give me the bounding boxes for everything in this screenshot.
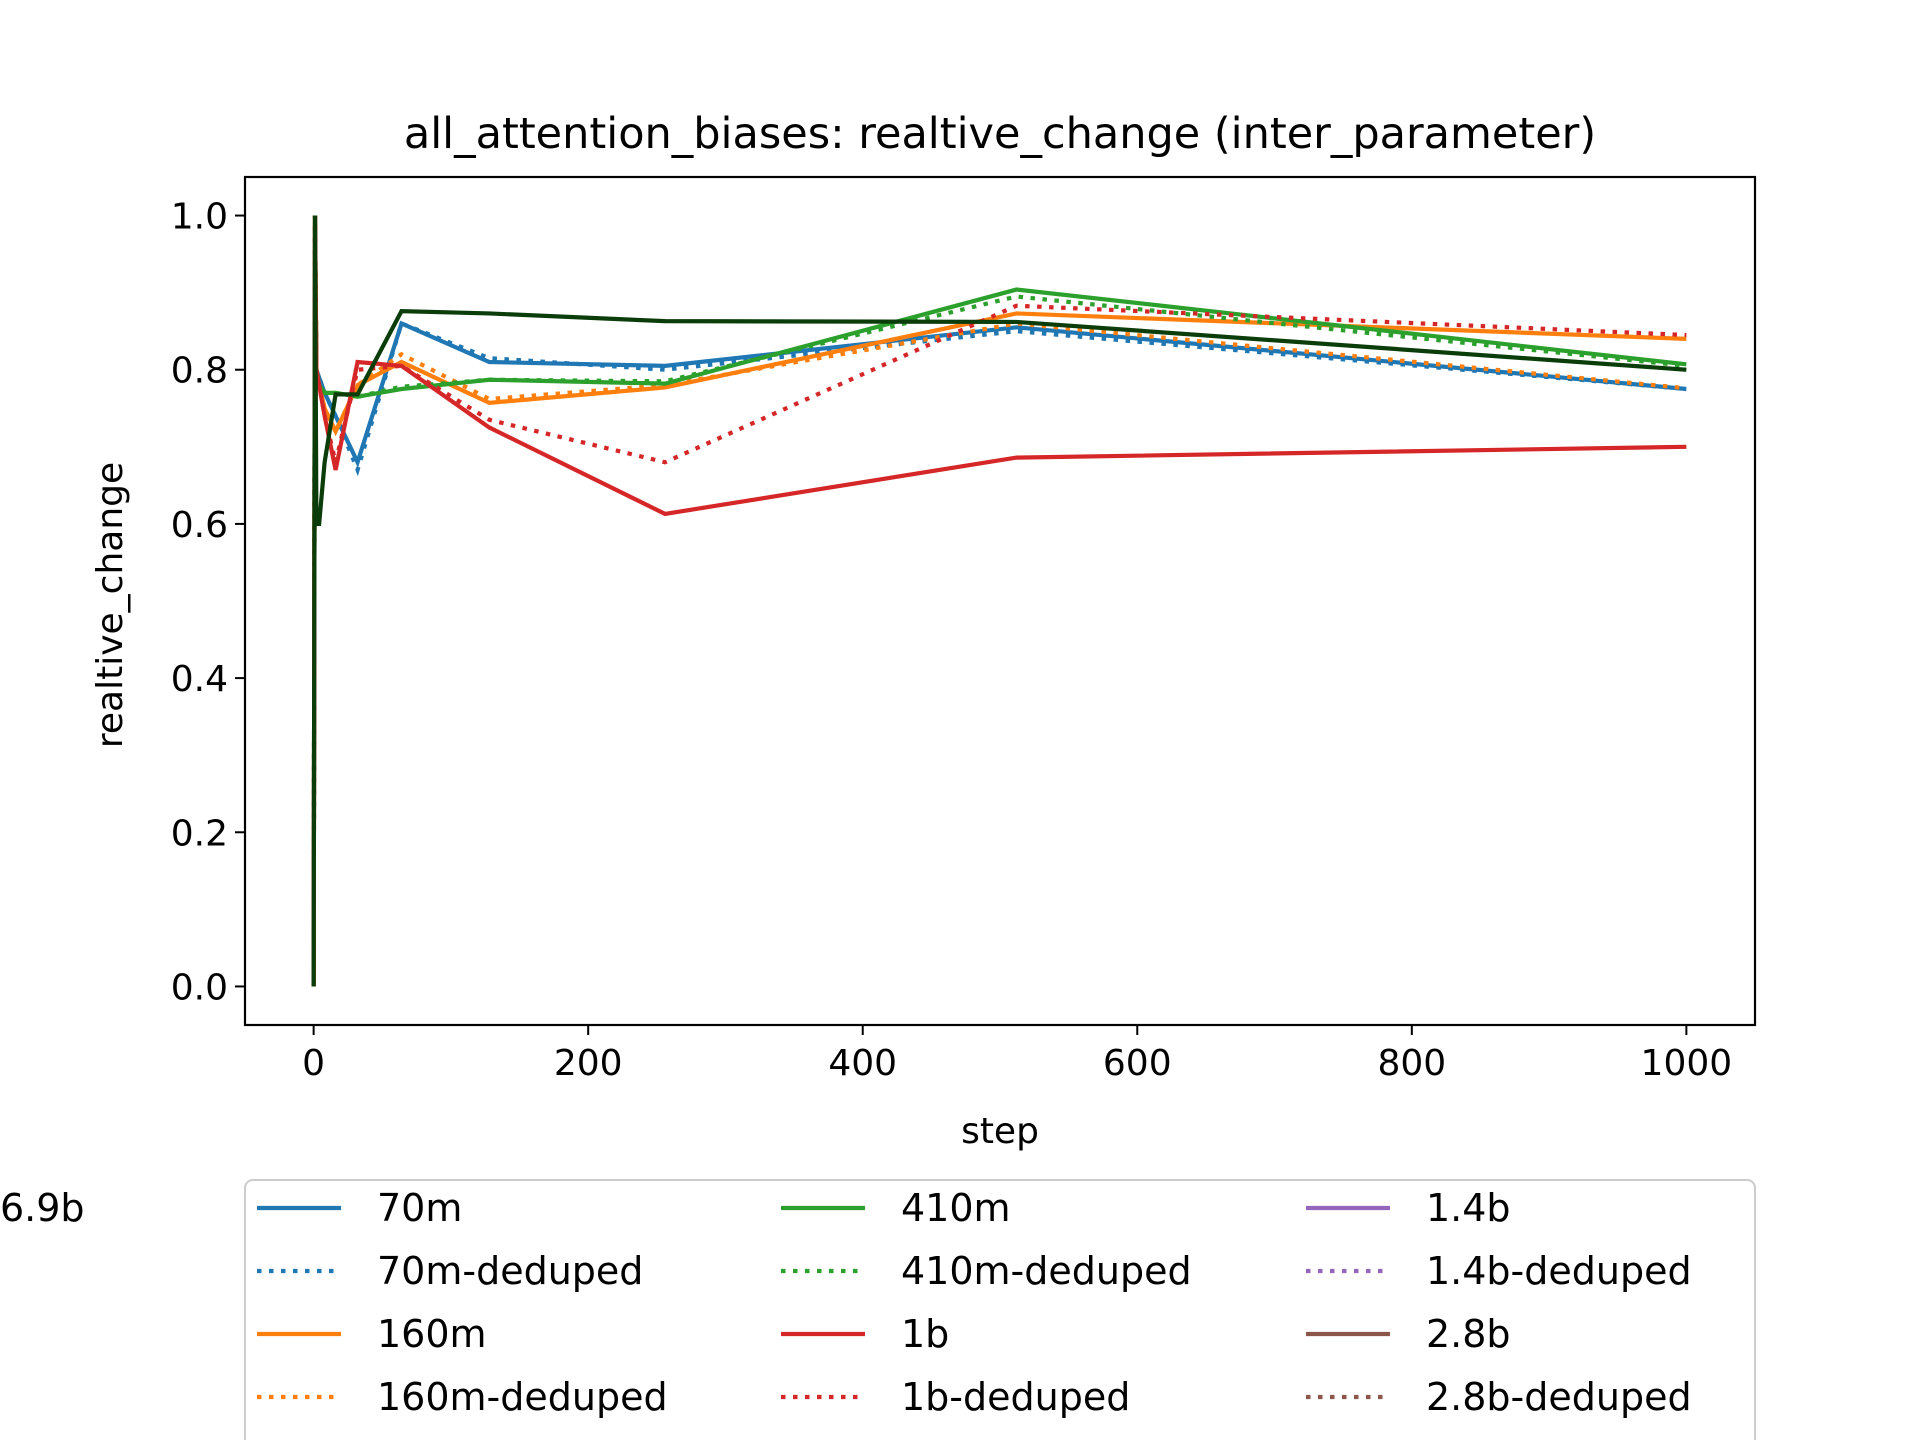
x-axis-label: step bbox=[961, 1111, 1039, 1152]
legend-label: 1.4b bbox=[1426, 1186, 1511, 1230]
x-tick-label: 600 bbox=[1103, 1043, 1172, 1084]
y-tick-label: 0.2 bbox=[171, 813, 228, 854]
legend-label: 410m-deduped bbox=[901, 1249, 1192, 1293]
legend-label: 70m bbox=[377, 1186, 462, 1230]
y-tick-label: 1.0 bbox=[171, 197, 228, 238]
plot-frame bbox=[243, 175, 1757, 1027]
x-tick-label: 800 bbox=[1377, 1043, 1446, 1084]
legend-label: 2.8b-deduped bbox=[1426, 1375, 1692, 1419]
ticks-layer: 0 200 400 600 800 1000 0.0 0.2 0.4 0.6 0.8 1.0 bbox=[171, 197, 1732, 1084]
legend-label: 1b-deduped bbox=[901, 1375, 1130, 1419]
legend-label: 1b bbox=[901, 1312, 949, 1356]
x-tick-label: 0 bbox=[302, 1043, 325, 1084]
legend-label: 410m bbox=[901, 1186, 1011, 1230]
chart-title: all_attention_biases: realtive_change (i… bbox=[404, 109, 1596, 159]
legend-label: 2.8b bbox=[1426, 1312, 1511, 1356]
x-tick-label: 200 bbox=[554, 1043, 623, 1084]
legend-label: 70m-deduped bbox=[377, 1249, 643, 1293]
legend-label: 1.4b-deduped bbox=[1426, 1249, 1692, 1293]
series-layer bbox=[311, 215, 1687, 987]
x-tick-label: 400 bbox=[828, 1043, 897, 1084]
series-line-6.9b bbox=[311, 215, 1687, 987]
legend: 70m 70m-deduped 160m 160m-deduped 410m 410m-d… bbox=[0, 1179, 1756, 1444]
series-line-70m-deduped bbox=[311, 215, 1687, 987]
legend-label: 160m-deduped bbox=[377, 1375, 668, 1419]
legend-label: 160m bbox=[377, 1312, 487, 1356]
y-axis-label: realtive_change bbox=[90, 462, 131, 748]
series-line-160m-deduped bbox=[311, 215, 1687, 987]
y-tick-label: 0.0 bbox=[171, 967, 228, 1008]
y-tick-label: 0.8 bbox=[171, 351, 228, 392]
x-tick-label: 1000 bbox=[1641, 1043, 1733, 1084]
y-tick-label: 0.6 bbox=[171, 505, 228, 546]
legend-box bbox=[244, 1179, 1756, 1444]
legend-label: 6.9b bbox=[0, 1186, 85, 1230]
y-tick-label: 0.4 bbox=[171, 659, 228, 700]
